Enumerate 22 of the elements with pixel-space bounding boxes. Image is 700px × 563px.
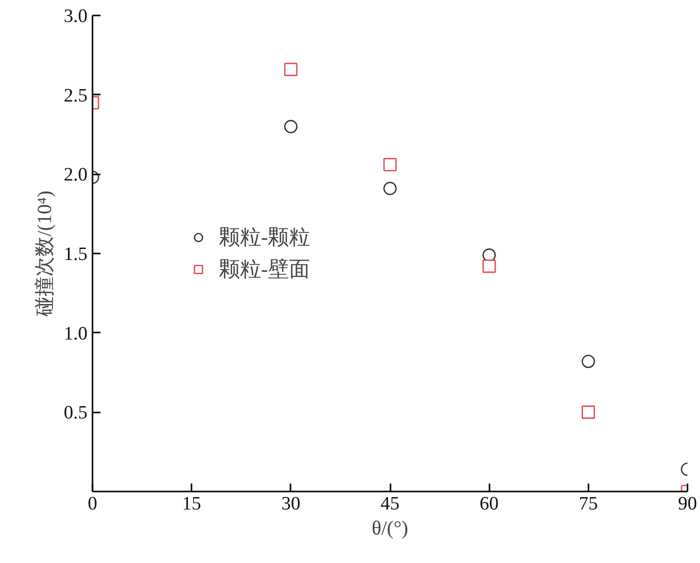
x-axis-title: θ/(°) <box>372 518 408 540</box>
x-tick-label: 45 <box>380 494 400 514</box>
y-tick-label: 2.0 <box>64 164 88 186</box>
y-tick-label: 1.5 <box>64 244 88 265</box>
y-tick-label: 3.0 <box>64 6 88 27</box>
point <box>582 354 595 368</box>
legend-label: 颗粒-颗粒 <box>219 224 310 251</box>
x-tick-label: 15 <box>182 494 202 514</box>
x-tick-label: 75 <box>578 494 598 514</box>
point <box>383 158 397 172</box>
x-tick-label: 90 <box>678 494 697 514</box>
x-tick-label: 0 <box>88 494 98 514</box>
x-tick-label: 30 <box>281 494 300 514</box>
point <box>582 406 595 419</box>
point <box>482 260 496 273</box>
y-axis-title: 碰撞次数/(10⁴) <box>34 190 56 318</box>
x-tick-label: 60 <box>480 494 499 514</box>
point <box>383 182 397 196</box>
y-tick-label: 1.0 <box>64 323 88 344</box>
legend-label: 颗粒-壁面 <box>219 256 310 283</box>
y-tick-label: 0.5 <box>64 402 88 424</box>
y-tick-label: 2.5 <box>64 85 88 106</box>
